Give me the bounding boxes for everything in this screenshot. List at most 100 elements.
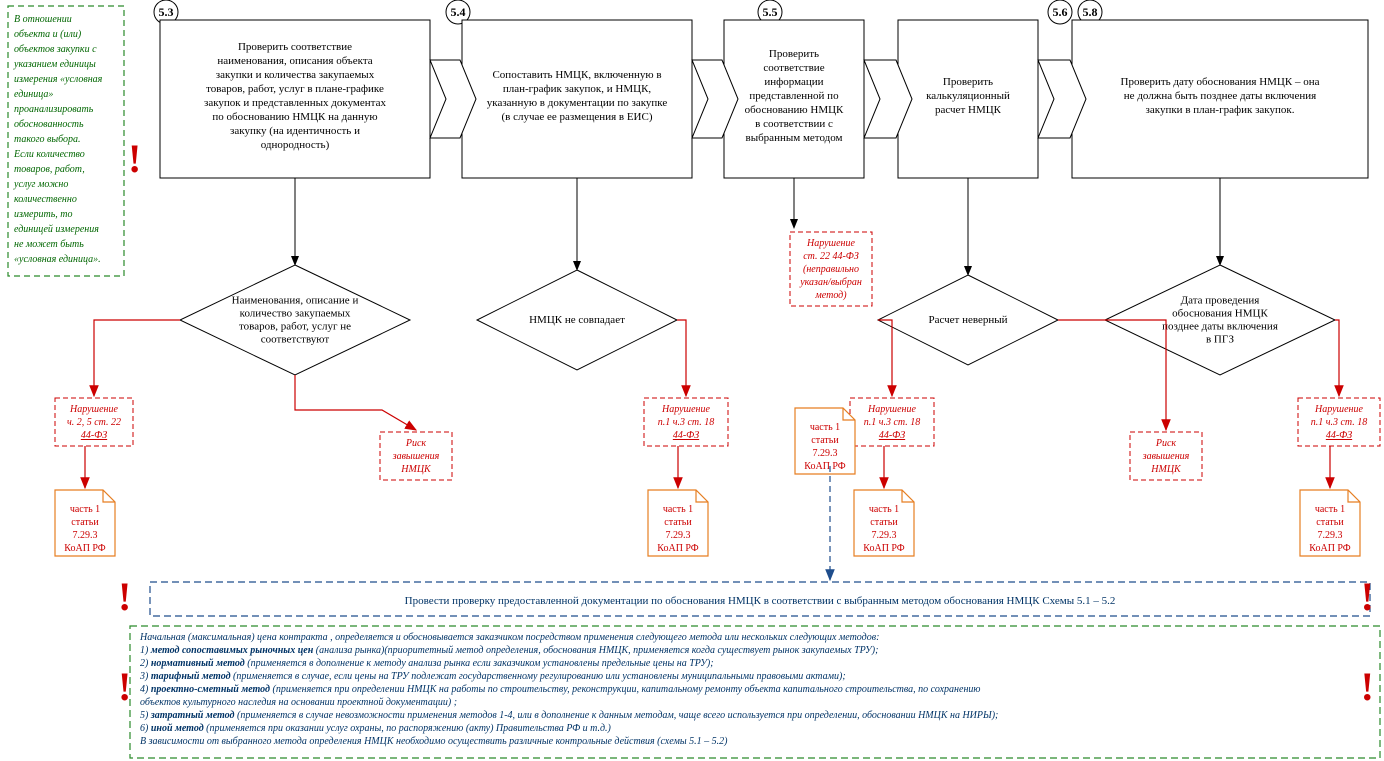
svg-text:закупки в план-график закупок.: закупки в план-график закупок. (1146, 104, 1295, 116)
svg-text:Дата проведения: Дата проведения (1181, 295, 1260, 307)
svg-text:5.5: 5.5 (763, 5, 778, 19)
svg-text:часть 1: часть 1 (1315, 504, 1345, 515)
svg-text:НМЦК: НМЦК (400, 464, 432, 475)
info-text: Начальная (максимальная) цена контракта … (139, 632, 998, 747)
svg-text:п.1 ч.3 ст. 18: п.1 ч.3 ст. 18 (658, 417, 715, 428)
svg-text:план-график закупок, и НМЦК,: план-график закупок, и НМЦК, (503, 83, 652, 95)
svg-text:единицей измерения: единицей измерения (14, 224, 99, 235)
green-note-text: В отношении объекта и (или) объектов закуп… (13, 14, 103, 265)
exclamation-icon: ! (1361, 664, 1374, 709)
svg-text:7.29.3: 7.29.3 (813, 448, 838, 459)
svg-text:обоснованность: обоснованность (14, 119, 84, 130)
svg-text:метод): метод) (814, 290, 847, 301)
svg-text:измерить, то: измерить, то (14, 209, 72, 220)
svg-text:5.3: 5.3 (159, 5, 174, 19)
step-boxes-group: 5.3Проверить соответствиенаименования, о… (154, 0, 1368, 178)
svg-text:объекта и (или): объекта и (или) (14, 29, 82, 40)
svg-text:КоАП РФ: КоАП РФ (1309, 543, 1351, 554)
svg-text:закупки и количества закупаемы: закупки и количества закупаемых (216, 69, 375, 81)
svg-text:представленной по: представленной по (749, 90, 839, 102)
svg-text:выбранным методом: выбранным методом (746, 132, 843, 144)
svg-text:Проверить соответствие: Проверить соответствие (238, 41, 352, 53)
svg-text:Сопоставить НМЦК, включенную в: Сопоставить НМЦК, включенную в (492, 69, 661, 81)
svg-text:НМЦК: НМЦК (1150, 464, 1182, 475)
svg-text:Нарушение: Нарушение (661, 404, 710, 415)
svg-text:указанием единицы: указанием единицы (13, 59, 96, 70)
svg-text:соответствие: соответствие (763, 62, 824, 74)
svg-text:статьи: статьи (71, 517, 99, 528)
svg-text:В отношении: В отношении (14, 14, 72, 25)
exclamation-icon: ! (118, 664, 131, 709)
exclamation-icon: ! (118, 574, 131, 619)
svg-text:7.29.3: 7.29.3 (666, 530, 691, 541)
svg-text:закупок и представленных докум: закупок и представленных документах (204, 97, 386, 109)
svg-text:КоАП РФ: КоАП РФ (657, 543, 699, 554)
svg-text:п.1 ч.3 ст. 18: п.1 ч.3 ст. 18 (1311, 417, 1368, 428)
svg-text:количественно: количественно (14, 194, 77, 205)
svg-text:не должна быть позднее даты вк: не должна быть позднее даты включения (1124, 90, 1316, 102)
svg-text:1) метод сопоставимых рыночных: 1) метод сопоставимых рыночных цен (анал… (140, 645, 878, 656)
svg-text:Проверить: Проверить (943, 76, 993, 88)
svg-text:по обоснованию НМЦК на данную: по обоснованию НМЦК на данную (212, 111, 377, 123)
svg-text:КоАП РФ: КоАП РФ (64, 543, 106, 554)
svg-text:КоАП РФ: КоАП РФ (863, 543, 905, 554)
svg-text:44-ФЗ: 44-ФЗ (879, 430, 905, 441)
svg-text:завышения: завышения (392, 451, 440, 462)
svg-text:завышения: завышения (1142, 451, 1190, 462)
svg-text:в ПГЗ: в ПГЗ (1206, 334, 1235, 346)
svg-text:измерения «условная: измерения «условная (14, 74, 103, 85)
svg-text:количество закупаемых: количество закупаемых (240, 308, 351, 320)
svg-text:Риск: Риск (405, 438, 427, 449)
svg-text:объектов культурного наследия: объектов культурного наследия на основан… (140, 697, 457, 708)
svg-text:КоАП РФ: КоАП РФ (804, 461, 846, 472)
svg-text:Начальная (максимальная) цена: Начальная (максимальная) цена контракта … (139, 632, 879, 643)
svg-text:5.6: 5.6 (1053, 5, 1068, 19)
svg-text:Нарушение: Нарушение (1314, 404, 1363, 415)
svg-text:статьи: статьи (811, 435, 839, 446)
svg-text:44-ФЗ: 44-ФЗ (1326, 430, 1352, 441)
svg-text:5.4: 5.4 (451, 5, 466, 19)
svg-text:обоснованию НМЦК: обоснованию НМЦК (745, 104, 844, 116)
svg-text:44-ФЗ: 44-ФЗ (673, 430, 699, 441)
svg-text:товаров, работ, услуг не: товаров, работ, услуг не (239, 321, 351, 333)
svg-text:соответствуют: соответствуют (261, 334, 330, 346)
svg-text:Наименования, описание и: Наименования, описание и (232, 295, 359, 307)
svg-text:«условная единица».: «условная единица». (14, 254, 101, 265)
svg-text:ст. 22 44-ФЗ: ст. 22 44-ФЗ (803, 251, 859, 262)
blue-action-text: Провести проверку предоставленной докуме… (405, 595, 1116, 607)
svg-text:7.29.3: 7.29.3 (73, 530, 98, 541)
svg-text:расчет НМЦК: расчет НМЦК (935, 104, 1002, 116)
svg-text:указан/выбран: указан/выбран (799, 277, 862, 288)
exclamation-icon: ! (128, 136, 141, 181)
svg-text:такого выбора.: такого выбора. (14, 134, 81, 145)
svg-text:объектов закупки с: объектов закупки с (14, 44, 97, 55)
svg-text:ч. 2, 5 ст. 22: ч. 2, 5 ст. 22 (67, 417, 121, 428)
svg-text:часть 1: часть 1 (70, 504, 100, 515)
svg-text:Нарушение: Нарушение (867, 404, 916, 415)
document-shapes: часть 1 статьи 7.29.3 КоАП РФ часть 1 статьи 7… (55, 408, 1360, 556)
svg-text:2) нормативный метод (применяе: 2) нормативный метод (применяется в допо… (140, 658, 714, 669)
svg-text:товаров, работ, услуг в плане-: товаров, работ, услуг в плане-графике (206, 83, 384, 95)
svg-text:5.8: 5.8 (1083, 5, 1098, 19)
vertical-lines (295, 178, 1220, 275)
svg-text:однородность): однородность) (261, 139, 330, 151)
svg-text:Расчет неверный: Расчет неверный (928, 314, 1007, 326)
svg-text:В зависимости от выбранного ме: В зависимости от выбранного метода опред… (140, 736, 728, 747)
svg-text:4) проектно-сметный метод (при: 4) проектно-сметный метод (применяется п… (140, 684, 980, 695)
svg-text:статьи: статьи (664, 517, 692, 528)
svg-text:проанализировать: проанализировать (14, 104, 94, 115)
svg-text:(неправильно: (неправильно (803, 264, 859, 275)
svg-text:7.29.3: 7.29.3 (872, 530, 897, 541)
svg-text:3) тарифный метод (применяется: 3) тарифный метод (применяется в случае,… (139, 671, 846, 682)
svg-text:часть 1: часть 1 (869, 504, 899, 515)
svg-text:статьи: статьи (870, 517, 898, 528)
exclamation-icon: ! (1361, 574, 1374, 619)
svg-text:часть 1: часть 1 (810, 422, 840, 433)
svg-text:в соответствии с: в соответствии с (755, 118, 833, 130)
svg-text:товаров, работ,: товаров, работ, (14, 164, 85, 175)
svg-text:Проверить дату обоснования НМЦ: Проверить дату обоснования НМЦК – она (1121, 76, 1320, 88)
svg-text:Риск: Риск (1155, 438, 1177, 449)
svg-text:п.1 ч.3 ст. 18: п.1 ч.3 ст. 18 (864, 417, 921, 428)
svg-text:позднее даты включения: позднее даты включения (1162, 321, 1278, 333)
svg-text:указанную в документации по за: указанную в документации по закупке (487, 97, 668, 109)
